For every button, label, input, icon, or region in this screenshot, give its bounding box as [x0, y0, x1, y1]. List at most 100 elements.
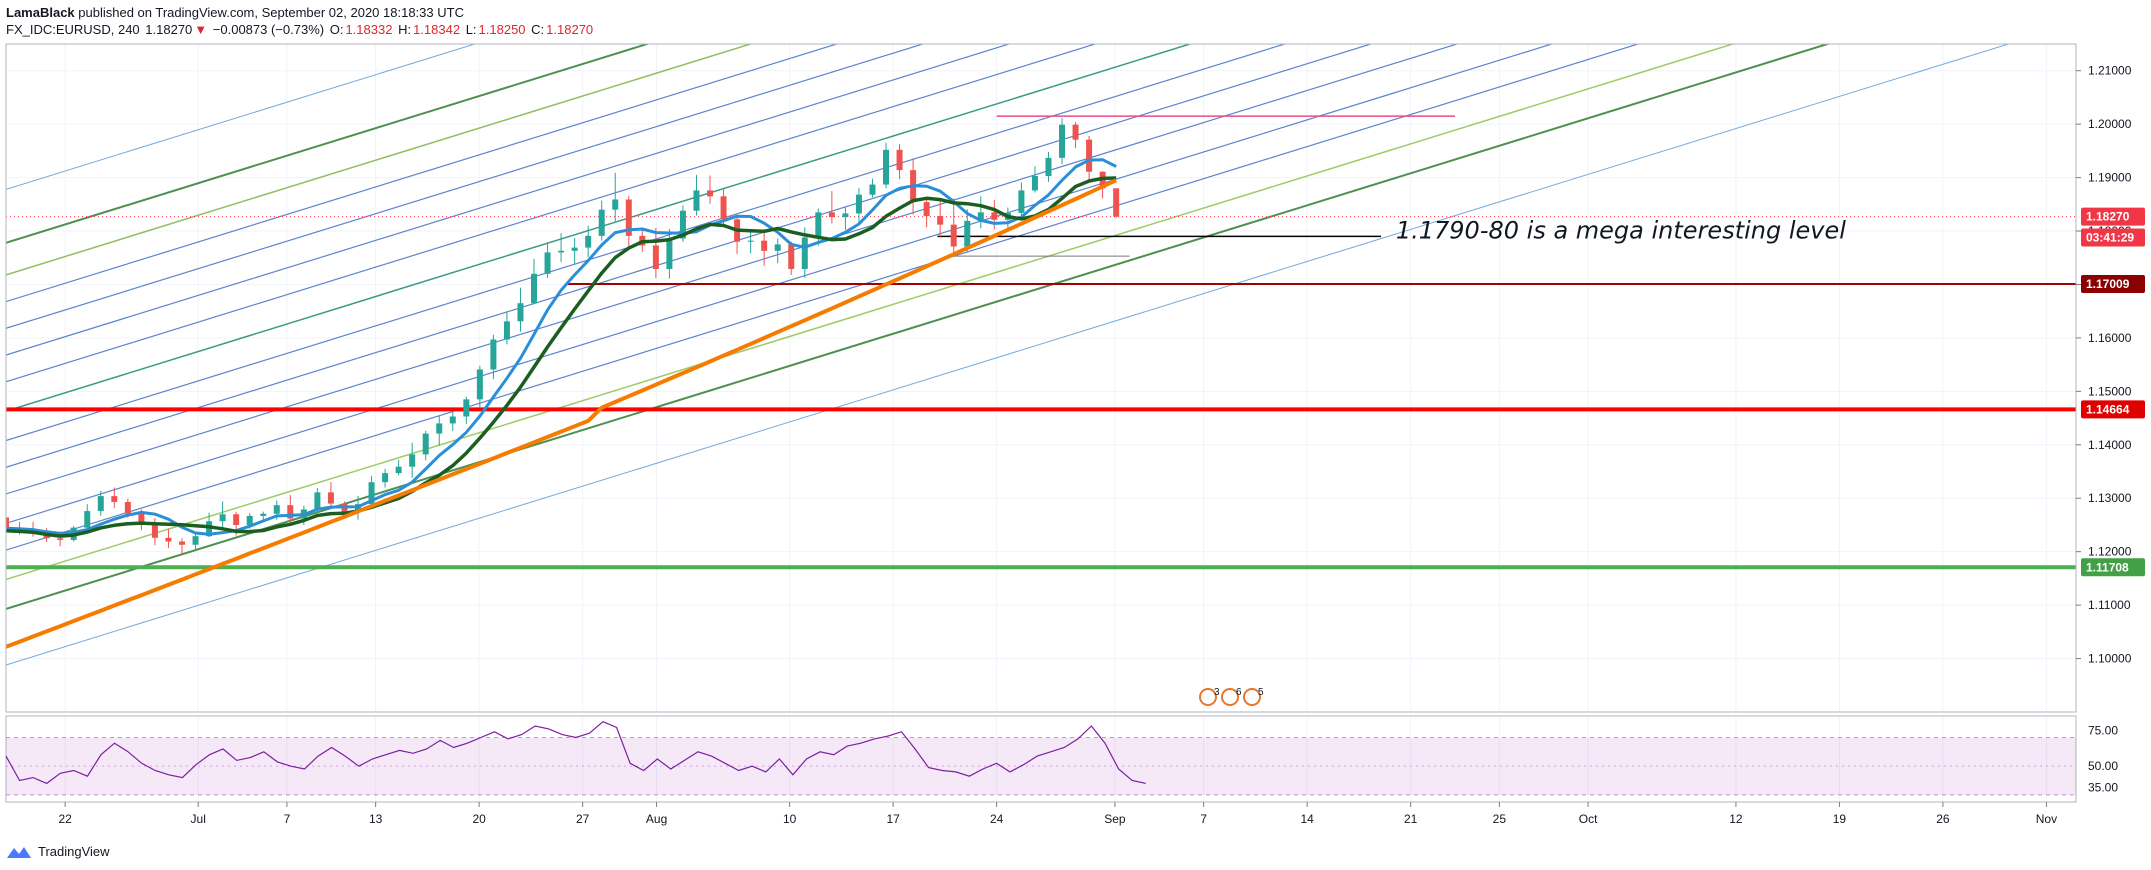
- rsi-line: [5, 721, 1146, 785]
- candle: [449, 410, 456, 431]
- candle: [937, 197, 944, 238]
- candle-body: [219, 514, 226, 522]
- candle-body: [287, 505, 294, 519]
- price-label-box: [2081, 228, 2145, 247]
- candle-body: [111, 496, 118, 502]
- price-tick-label: 1.15000: [2088, 384, 2132, 398]
- event-marker[interactable]: 5: [1243, 687, 1264, 706]
- event-marker[interactable]: 3: [1199, 687, 1220, 706]
- price-label-box: [2081, 274, 2145, 293]
- candle: [707, 175, 714, 204]
- event-markers[interactable]: 3 6 5: [1199, 687, 1264, 706]
- candle-body: [531, 273, 538, 304]
- candle-body: [84, 511, 91, 528]
- price-label-text: 03:41:29: [2086, 230, 2134, 244]
- candle: [774, 238, 781, 264]
- event-marker[interactable]: 6: [1221, 687, 1242, 706]
- candle-body: [964, 220, 971, 247]
- candle-body: [761, 240, 768, 251]
- candle: [1045, 151, 1052, 182]
- candle: [165, 528, 172, 548]
- time-tick-label: 22: [58, 812, 72, 826]
- price-label: 1.18270: [2081, 207, 2145, 226]
- candle: [1018, 182, 1025, 218]
- footer-brand[interactable]: TradingView: [6, 844, 110, 859]
- time-tick-label: 17: [886, 812, 900, 826]
- candle-body: [409, 454, 416, 467]
- candle: [977, 196, 984, 229]
- tradingview-logo-icon: [7, 846, 31, 858]
- level-annotation: 1.1790-80 is a mega interesting level: [1396, 217, 1846, 245]
- symbol-name[interactable]: FX_IDC:EURUSD, 240: [6, 22, 140, 37]
- rsi-tick-label: 50.00: [2088, 759, 2118, 773]
- time-tick-label: 27: [576, 812, 590, 826]
- candle: [923, 197, 930, 228]
- price-label: 1.14664: [2081, 400, 2145, 419]
- candle: [612, 172, 619, 222]
- channel-line: [6, 44, 753, 276]
- candle: [788, 241, 795, 275]
- candle: [503, 312, 510, 345]
- rsi-band: [6, 737, 2076, 795]
- candle-body: [1086, 139, 1093, 172]
- channel-line: [6, 44, 839, 303]
- candle: [327, 482, 334, 508]
- candle-body: [6, 517, 9, 529]
- channel-line: [6, 44, 1831, 610]
- open-label: O:: [329, 22, 344, 37]
- time-tick-label: Nov: [2036, 812, 2057, 826]
- price-tick-label: 1.10000: [2088, 652, 2132, 666]
- time-tick-label: 21: [1404, 812, 1418, 826]
- candle-body: [327, 492, 334, 504]
- candle: [490, 334, 497, 380]
- price-label-text: 1.17009: [2086, 277, 2130, 291]
- time-tick-label: 13: [369, 812, 383, 826]
- price-label: 1.11708: [2081, 558, 2145, 577]
- price-change: −0.00873 (−0.73%): [212, 22, 325, 37]
- author-name[interactable]: LamaBlack: [6, 5, 75, 20]
- high-value: 1.18342: [413, 22, 461, 37]
- candle-body: [151, 523, 158, 538]
- time-tick-label: 19: [1833, 812, 1847, 826]
- candle-body: [517, 303, 524, 322]
- time-tick-label: 7: [1200, 812, 1207, 826]
- candle-body: [1045, 157, 1052, 176]
- time-tick-label: 14: [1300, 812, 1314, 826]
- chart-header: LamaBlack published on TradingView.com, …: [6, 4, 595, 38]
- close-label: C:: [531, 22, 545, 37]
- candle-body: [666, 238, 673, 269]
- candle-body: [801, 237, 808, 269]
- candle-body: [828, 212, 835, 218]
- candle: [734, 216, 741, 255]
- time-tick-label: Jul: [191, 812, 206, 826]
- time-tick-label: Sep: [1104, 812, 1126, 826]
- candle-body: [273, 505, 280, 514]
- time-tick-label: 12: [1729, 812, 1743, 826]
- candle-body: [395, 466, 402, 474]
- candle-body: [815, 212, 822, 238]
- time-tick-label: 25: [1493, 812, 1507, 826]
- price-label: 1.17009: [2081, 274, 2145, 293]
- candle: [517, 287, 524, 332]
- candle: [476, 365, 483, 408]
- chart-grid: [6, 44, 2076, 802]
- candle-body: [124, 501, 131, 514]
- candle-body: [977, 212, 984, 221]
- candle: [111, 487, 118, 508]
- event-marker-icon: [1243, 688, 1261, 706]
- candle-body: [950, 224, 957, 247]
- candlestick-series: [6, 118, 1120, 555]
- candle-body: [747, 240, 754, 242]
- candle: [828, 190, 835, 224]
- time-tick-label: Oct: [1579, 812, 1598, 826]
- low-label: L:: [465, 22, 477, 37]
- price-labels: 1.18270 03:41:29 1.17009 1.14664 1.11708: [2081, 207, 2145, 577]
- channel-line: [6, 44, 651, 244]
- candle-body: [679, 210, 686, 239]
- moving-averages: [6, 158, 1118, 649]
- candle-body: [368, 482, 375, 505]
- rsi-tick-label: 35.00: [2088, 781, 2118, 795]
- time-tick-label: 20: [472, 812, 486, 826]
- candle: [747, 231, 754, 254]
